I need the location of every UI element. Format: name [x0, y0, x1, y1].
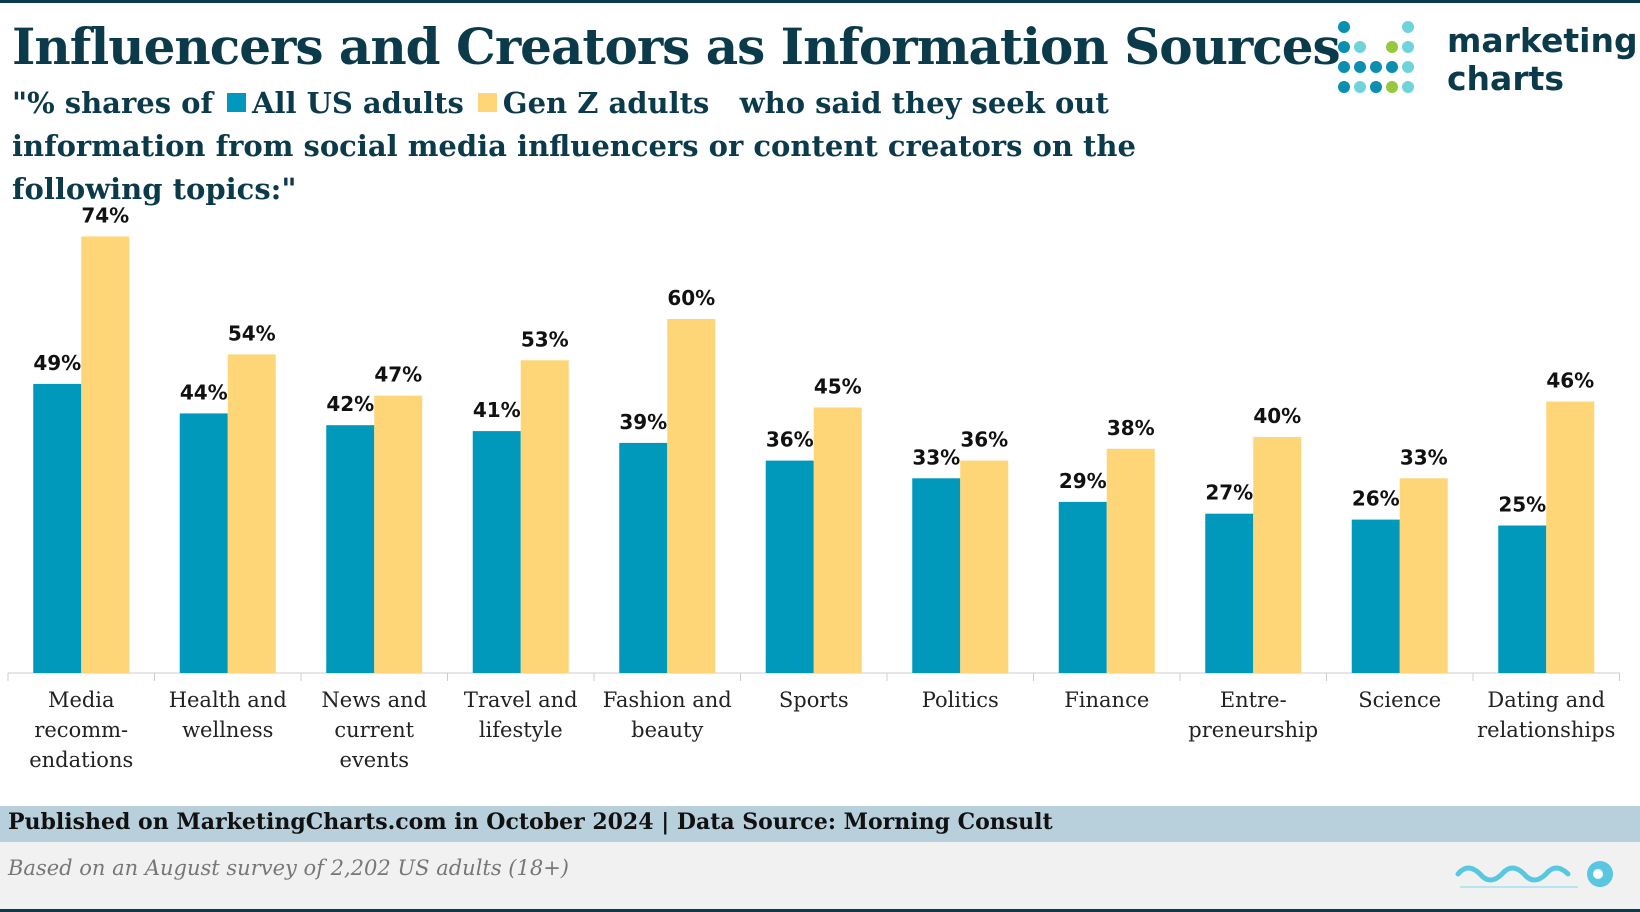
- bar-chart: 49% 74% Media recomm-endations 44% 54% Health …: [7, 203, 1620, 772]
- bar-genz: [960, 460, 1009, 673]
- bar-all-adults: [1498, 525, 1547, 673]
- category-label: endations: [29, 748, 133, 772]
- bar-all-adults: [1058, 501, 1107, 673]
- category-label: Science: [1358, 688, 1441, 712]
- category-label: Dating and: [1487, 688, 1605, 712]
- data-label: 40%: [1253, 404, 1301, 428]
- category-label: lifestyle: [479, 718, 563, 742]
- logo-line-2: charts: [1447, 59, 1565, 98]
- subtitle: "% shares of All US adults Gen Z adults wh…: [12, 82, 1272, 211]
- data-label: 53%: [521, 327, 569, 351]
- category-label: events: [340, 748, 409, 772]
- marketing-charts-logo: marketing charts: [1335, 18, 1638, 108]
- legend-label-genz: Gen Z adults: [502, 86, 710, 120]
- data-label: 60%: [667, 286, 715, 310]
- data-label: 42%: [326, 392, 374, 416]
- bar-genz: [227, 354, 276, 673]
- survey-note: Based on an August survey of 2,202 US ad…: [8, 856, 570, 880]
- page-title: Influencers and Creators as Information …: [12, 17, 1341, 76]
- data-label: 39%: [619, 410, 667, 434]
- category-label: relationships: [1477, 718, 1615, 742]
- data-label: 33%: [1400, 445, 1448, 469]
- category-label: wellness: [182, 718, 273, 742]
- bar-all-adults: [179, 413, 228, 673]
- category-label: Politics: [922, 688, 999, 712]
- data-label: 54%: [228, 321, 276, 345]
- data-label: 25%: [1498, 493, 1546, 517]
- bar-all-adults: [326, 425, 375, 673]
- category-label: Sports: [779, 688, 849, 712]
- bar-genz: [1546, 401, 1595, 673]
- subtitle-suffix: who said they seek out information from …: [12, 86, 1136, 206]
- data-label: 27%: [1205, 481, 1253, 505]
- logo-dots-icon: [1338, 21, 1414, 93]
- bar-all-adults: [472, 431, 521, 673]
- bar-all-adults: [912, 478, 961, 673]
- data-label: 74%: [81, 203, 129, 227]
- bar-all-adults: [33, 383, 82, 673]
- data-label: 26%: [1352, 487, 1400, 511]
- data-label: 47%: [374, 363, 422, 387]
- category-label: News and: [321, 688, 427, 712]
- watermark-logo-icon: [1455, 861, 1613, 888]
- data-label: 46%: [1546, 369, 1594, 393]
- data-label: 41%: [473, 398, 521, 422]
- bar-all-adults: [1351, 519, 1400, 673]
- legend-label-all-adults: All US adults: [251, 86, 464, 120]
- category-label: beauty: [631, 718, 703, 742]
- bar-genz: [1106, 448, 1155, 673]
- bar-genz: [1399, 478, 1448, 673]
- bottom-rule: [0, 909, 1640, 912]
- bar-all-adults: [765, 460, 814, 673]
- data-label: 44%: [180, 380, 228, 404]
- data-label: 29%: [1059, 469, 1107, 493]
- legend-swatch-genz: [477, 93, 497, 112]
- top-rule: [0, 0, 1640, 3]
- published-source-text: Published on MarketingCharts.com in Octo…: [8, 809, 1053, 835]
- data-label: 33%: [912, 445, 960, 469]
- category-label: Entre-: [1220, 688, 1287, 712]
- footer-area: Based on an August survey of 2,202 US ad…: [0, 842, 1640, 912]
- bar-genz: [813, 407, 862, 673]
- bar-genz: [520, 360, 569, 673]
- bar-genz: [1253, 437, 1302, 673]
- category-label: recomm-: [34, 718, 128, 742]
- data-label: 38%: [1107, 416, 1155, 440]
- data-label: 49%: [33, 351, 81, 375]
- category-label: Health and: [169, 688, 287, 712]
- data-label: 36%: [766, 428, 814, 452]
- category-label: current: [334, 718, 414, 742]
- bar-genz: [81, 236, 130, 673]
- logo-line-1: marketing: [1447, 21, 1638, 60]
- footer-bar: Published on MarketingCharts.com in Octo…: [0, 806, 1640, 842]
- data-label: 36%: [960, 428, 1008, 452]
- category-label: Media: [48, 688, 115, 712]
- bar-all-adults: [1205, 513, 1254, 673]
- subtitle-prefix: "% shares of: [12, 86, 213, 120]
- category-label: Finance: [1064, 688, 1149, 712]
- legend-swatch-all-adults: [226, 93, 246, 112]
- category-label: Fashion and: [603, 688, 732, 712]
- category-label: preneurship: [1188, 718, 1318, 742]
- logo-text: marketing charts: [1447, 22, 1638, 98]
- bar-genz: [667, 319, 716, 673]
- bar-genz: [374, 395, 423, 673]
- data-label: 45%: [814, 375, 862, 399]
- category-label: Travel and: [464, 688, 578, 712]
- bar-all-adults: [619, 442, 668, 673]
